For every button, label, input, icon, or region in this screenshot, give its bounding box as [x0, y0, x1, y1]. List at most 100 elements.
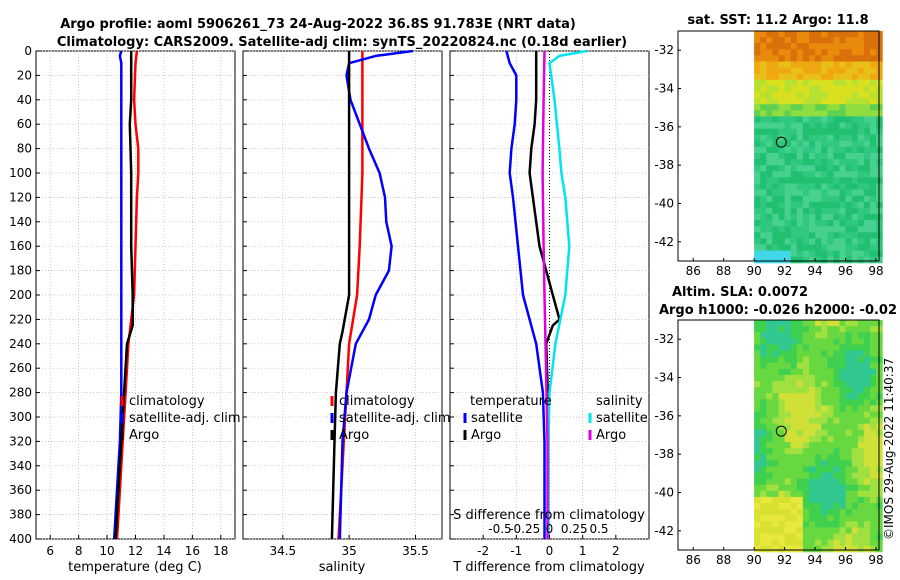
map-cell	[851, 238, 859, 245]
map-cell	[784, 356, 792, 364]
map-cell	[790, 232, 798, 239]
map-cell	[778, 165, 786, 172]
map-cell	[821, 98, 828, 105]
map-cell	[760, 527, 767, 534]
map-cell	[754, 122, 761, 130]
map-cell	[760, 393, 767, 400]
map-cell	[827, 374, 834, 382]
map-cell	[821, 214, 828, 221]
map-cell	[790, 153, 798, 160]
map-cell	[796, 55, 804, 62]
map-cell	[802, 92, 810, 99]
map-x-tick-label: 88	[716, 264, 731, 278]
map-cell	[802, 226, 810, 233]
map-cell	[857, 43, 865, 50]
map-cell	[845, 67, 853, 75]
map-cell	[754, 423, 761, 431]
y-tick-label: 140	[9, 215, 32, 229]
map-cell	[815, 472, 822, 480]
map-cell	[833, 37, 840, 44]
map-cell	[754, 165, 761, 172]
map-cell	[778, 214, 786, 221]
map-cell	[754, 92, 761, 99]
map-cell	[821, 429, 828, 437]
map-cell	[870, 332, 877, 339]
map-cell	[796, 122, 804, 130]
y-tick-label: 100	[9, 166, 32, 180]
map-cell	[845, 454, 853, 461]
map-cell	[809, 381, 816, 388]
map-cell	[796, 472, 804, 480]
map-cell	[827, 539, 834, 547]
map-cell	[772, 104, 779, 111]
map-cell	[790, 472, 798, 480]
map-cell	[802, 220, 810, 227]
map-cell	[833, 189, 840, 197]
map-cell	[863, 460, 871, 467]
sla-map-subtitle: Argo h1000: -0.026 h2000: -0.02	[659, 303, 897, 318]
map-cell	[821, 344, 828, 351]
map-cell	[821, 478, 828, 486]
map-cell	[821, 539, 828, 547]
map-cell	[827, 356, 834, 364]
map-cell	[851, 527, 859, 534]
map-cell	[870, 171, 877, 178]
y-tick-label: 120	[9, 190, 32, 204]
map-cell	[839, 332, 847, 339]
map-cell	[863, 122, 871, 130]
map-cell	[802, 387, 810, 394]
temperature-legend: climatology satellite-adj. clim Argo	[120, 394, 241, 443]
map-cell	[851, 67, 859, 75]
map-cell	[845, 490, 853, 498]
map-cell	[833, 183, 840, 191]
map-cell	[766, 539, 773, 547]
map-y-tick-label: -40	[654, 486, 674, 500]
map-cell	[754, 387, 761, 394]
map-cell	[863, 454, 871, 461]
map-cell	[863, 189, 871, 197]
map-cell	[766, 110, 773, 117]
map-cell	[784, 466, 792, 473]
map-cell	[778, 466, 786, 473]
map-cell	[857, 423, 865, 431]
map-cell	[809, 55, 816, 62]
map-cell	[821, 226, 828, 233]
map-cell	[766, 466, 773, 473]
map-cell	[802, 515, 810, 522]
map-cell	[802, 545, 810, 553]
map-cell	[784, 73, 792, 81]
map-cell	[778, 381, 786, 388]
map-cell	[802, 478, 810, 486]
map-cell	[784, 362, 792, 370]
map-cell	[802, 527, 810, 534]
map-cell	[809, 79, 816, 87]
y-tick-label: 80	[17, 142, 32, 156]
map-cell	[802, 244, 810, 252]
map-cell	[870, 85, 877, 93]
map-cell	[760, 250, 767, 258]
map-cell	[802, 350, 810, 358]
map-cell	[845, 332, 853, 339]
map-cell	[821, 128, 828, 136]
map-cell	[784, 448, 792, 455]
map-cell	[766, 332, 773, 339]
map-cell	[845, 478, 853, 486]
map-x-tick-label: 90	[746, 264, 761, 278]
map-cell	[778, 496, 786, 504]
map-cell	[845, 545, 853, 553]
map-cell	[870, 43, 877, 50]
map-cell	[802, 435, 810, 443]
map-cell	[870, 381, 877, 388]
map-cell	[796, 350, 804, 358]
legend-label-argo: Argo	[339, 428, 369, 443]
map-cell	[796, 238, 804, 245]
map-cell	[790, 484, 798, 492]
map-cell	[802, 466, 810, 473]
map-cell	[839, 116, 847, 123]
legend-label-satellite: satellite-adj. clim	[129, 411, 241, 426]
map-cell	[827, 448, 834, 455]
map-cell	[827, 527, 834, 534]
map-cell	[796, 110, 804, 117]
map-cell	[760, 326, 767, 333]
